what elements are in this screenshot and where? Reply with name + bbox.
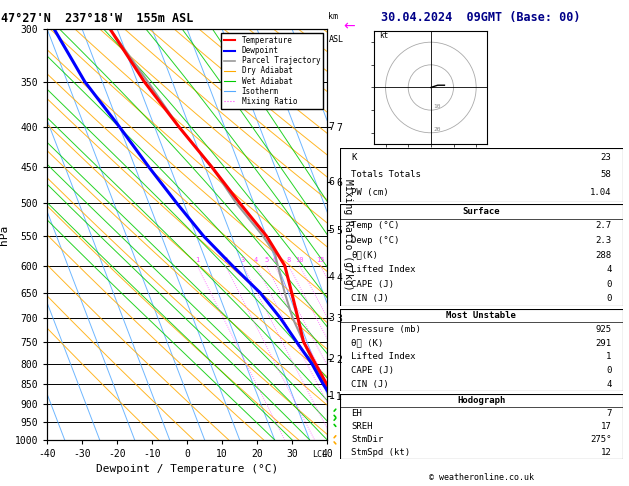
Text: 5: 5 (328, 225, 335, 235)
Text: 2: 2 (328, 354, 335, 364)
Text: 2.3: 2.3 (595, 236, 611, 245)
Text: 5: 5 (264, 257, 268, 263)
Text: θᴄ(K): θᴄ(K) (351, 251, 378, 260)
Y-axis label: hPa: hPa (0, 225, 9, 244)
Text: LCL: LCL (312, 450, 327, 459)
Text: 23: 23 (601, 153, 611, 162)
Text: 3: 3 (328, 313, 335, 323)
Text: ASL: ASL (328, 35, 343, 44)
Text: PW (cm): PW (cm) (351, 188, 389, 197)
Y-axis label: Mixing Ratio (g/kg): Mixing Ratio (g/kg) (343, 179, 353, 290)
Text: 17: 17 (601, 422, 611, 431)
Text: 10: 10 (433, 104, 441, 109)
Text: 1: 1 (328, 391, 335, 401)
Text: 3: 3 (241, 257, 245, 263)
Text: Dewp (°C): Dewp (°C) (351, 236, 399, 245)
Text: CAPE (J): CAPE (J) (351, 280, 394, 289)
Text: CIN (J): CIN (J) (351, 295, 389, 303)
Text: Lifted Index: Lifted Index (351, 265, 416, 274)
Text: 291: 291 (595, 339, 611, 347)
Text: 6: 6 (328, 177, 335, 187)
Text: 15: 15 (316, 257, 325, 263)
Text: Totals Totals: Totals Totals (351, 171, 421, 179)
Text: EH: EH (351, 409, 362, 418)
Text: CIN (J): CIN (J) (351, 380, 389, 389)
Text: 1: 1 (195, 257, 199, 263)
Text: 8: 8 (286, 257, 291, 263)
Text: K: K (351, 153, 357, 162)
Text: ←: ← (343, 20, 354, 34)
Text: km: km (328, 12, 338, 21)
Text: 4: 4 (606, 265, 611, 274)
Text: 12: 12 (601, 448, 611, 457)
Text: 4: 4 (253, 257, 258, 263)
Text: 0: 0 (606, 280, 611, 289)
Text: 1: 1 (606, 352, 611, 361)
Text: Surface: Surface (462, 207, 500, 216)
Text: 1.04: 1.04 (590, 188, 611, 197)
Text: 58: 58 (601, 171, 611, 179)
Text: 7: 7 (606, 409, 611, 418)
Text: kt: kt (379, 31, 388, 40)
Text: 2: 2 (223, 257, 228, 263)
Text: © weatheronline.co.uk: © weatheronline.co.uk (429, 473, 533, 482)
Text: Lifted Index: Lifted Index (351, 352, 416, 361)
Text: 10: 10 (295, 257, 304, 263)
Text: 4: 4 (328, 272, 335, 282)
Text: Pressure (mb): Pressure (mb) (351, 325, 421, 334)
X-axis label: Dewpoint / Temperature (°C): Dewpoint / Temperature (°C) (96, 465, 278, 474)
Text: 0: 0 (606, 366, 611, 375)
Text: CAPE (J): CAPE (J) (351, 366, 394, 375)
Text: 0: 0 (606, 295, 611, 303)
Text: SREH: SREH (351, 422, 372, 431)
Text: 925: 925 (595, 325, 611, 334)
Text: 7: 7 (328, 122, 335, 132)
Text: Most Unstable: Most Unstable (446, 311, 516, 320)
Text: 20: 20 (433, 126, 441, 132)
Text: 275°: 275° (590, 435, 611, 444)
Text: 288: 288 (595, 251, 611, 260)
Text: Hodograph: Hodograph (457, 396, 505, 405)
Legend: Temperature, Dewpoint, Parcel Trajectory, Dry Adiabat, Wet Adiabat, Isotherm, Mi: Temperature, Dewpoint, Parcel Trajectory… (221, 33, 323, 109)
Text: StmDir: StmDir (351, 435, 383, 444)
Text: 2.7: 2.7 (595, 222, 611, 230)
Text: Temp (°C): Temp (°C) (351, 222, 399, 230)
Text: 6: 6 (272, 257, 277, 263)
Text: 47°27'N  237°18'W  155m ASL: 47°27'N 237°18'W 155m ASL (1, 12, 194, 25)
Text: θᴄ (K): θᴄ (K) (351, 339, 383, 347)
Text: 30.04.2024  09GMT (Base: 00): 30.04.2024 09GMT (Base: 00) (381, 11, 581, 24)
Text: StmSpd (kt): StmSpd (kt) (351, 448, 410, 457)
Text: 4: 4 (606, 380, 611, 389)
